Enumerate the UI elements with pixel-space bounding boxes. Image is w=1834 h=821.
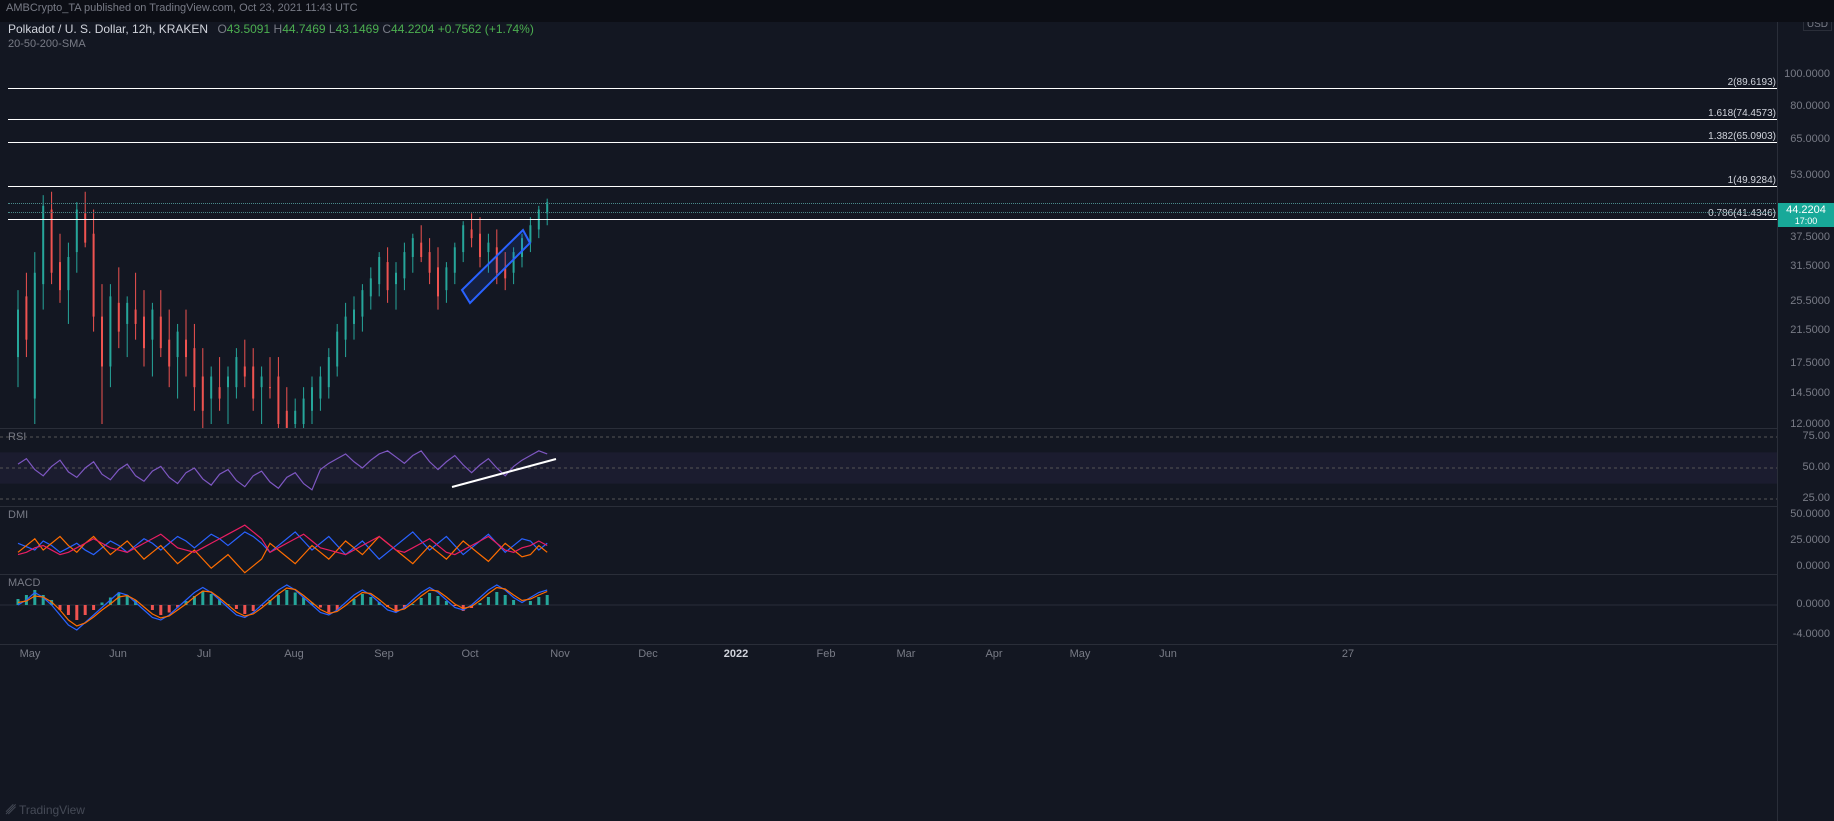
time-tick: Feb: [817, 648, 836, 660]
time-tick: 2022: [724, 648, 748, 660]
change-value: +0.7562: [438, 22, 482, 36]
price-dotted-line: [8, 203, 1778, 204]
time-tick: Oct: [461, 648, 478, 660]
sma-indicator-label[interactable]: 20-50-200-SMA: [8, 38, 86, 50]
fib-line: 1.618(74.4573): [8, 119, 1778, 120]
time-tick: Nov: [550, 648, 570, 660]
price-tick: 80.0000: [1790, 100, 1830, 112]
time-tick: May: [20, 648, 41, 660]
price-tick: 37.5000: [1790, 231, 1830, 243]
chart-container: AMBCrypto_TA published on TradingView.co…: [0, 0, 1834, 821]
time-axis[interactable]: May Jun Jul Aug Sep Oct Nov Dec 2022 Feb Mar Apr May…: [0, 644, 1778, 665]
time-tick: Dec: [638, 648, 658, 660]
price-tick: 17.5000: [1790, 357, 1830, 369]
open-value: 43.5091: [227, 22, 270, 36]
price-tick: 31.5000: [1790, 260, 1830, 272]
price-tick: 100.0000: [1784, 68, 1830, 80]
fib-label: 0.786(41.4346): [1708, 208, 1776, 219]
macd-svg: [0, 575, 1778, 645]
low-value: 43.1469: [336, 22, 379, 36]
publisher-header: AMBCrypto_TA published on TradingView.co…: [0, 0, 1834, 22]
fib-label: 1(49.9284): [1728, 175, 1776, 186]
rsi-pane[interactable]: RSI: [0, 428, 1778, 507]
high-value: 44.7469: [282, 22, 325, 36]
time-tick: Jun: [109, 648, 127, 660]
time-tick: Mar: [897, 648, 916, 660]
indicator-tick: 25.00: [1802, 492, 1830, 504]
symbol-info[interactable]: Polkadot / U. S. Dollar, 12h, KRAKEN O43…: [8, 22, 534, 36]
indicator-tick: 50.0000: [1790, 508, 1830, 520]
price-axis[interactable]: USD 100.000080.000065.000053.000037.5000…: [1777, 0, 1834, 821]
change-pct: +1.74%: [489, 22, 530, 36]
fib-label: 2(89.6193): [1728, 77, 1776, 88]
price-tick: 14.5000: [1790, 387, 1830, 399]
dmi-svg: [0, 507, 1778, 575]
time-tick: May: [1070, 648, 1091, 660]
price-dotted-line: [8, 212, 1778, 213]
publisher-text: AMBCrypto_TA published on TradingView.co…: [6, 2, 358, 14]
price-tick: 21.5000: [1790, 324, 1830, 336]
price-tick: 53.0000: [1790, 169, 1830, 181]
fib-label: 1.382(65.0903): [1708, 131, 1776, 142]
time-tick: Sep: [374, 648, 394, 660]
indicator-tick: 25.0000: [1790, 534, 1830, 546]
indicator-tick: 75.00: [1802, 430, 1830, 442]
price-tick: 12.0000: [1790, 418, 1830, 430]
price-tick: 25.5000: [1790, 295, 1830, 307]
indicator-tick: -4.0000: [1793, 628, 1830, 640]
candles-svg: [0, 18, 1778, 428]
ohlc-values: O43.5091 H44.7469 L43.1469 C44.2204 +0.7…: [217, 22, 533, 36]
close-value: 44.2204: [391, 22, 434, 36]
watermark-text: TradingView: [19, 803, 85, 817]
current-price-badge: 44.220417:00: [1778, 203, 1834, 227]
price-pane[interactable]: 2(89.6193) 1.618(74.4573) 1.382(65.0903) 1(…: [0, 18, 1778, 428]
time-tick: Jul: [197, 648, 211, 660]
rsi-svg: [0, 429, 1778, 507]
time-tick: Jun: [1159, 648, 1177, 660]
indicator-tick: 50.00: [1802, 461, 1830, 473]
fib-label: 1.618(74.4573): [1708, 108, 1776, 119]
symbol-title: Polkadot / U. S. Dollar, 12h, KRAKEN: [8, 22, 208, 36]
macd-pane[interactable]: MACD: [0, 574, 1778, 645]
fib-line: 0.786(41.4346): [8, 219, 1778, 220]
dmi-pane[interactable]: DMI: [0, 506, 1778, 575]
indicator-tick: 0.0000: [1796, 598, 1830, 610]
time-tick: 27: [1342, 648, 1354, 660]
price-tick: 65.0000: [1790, 133, 1830, 145]
fib-line: 1.382(65.0903): [8, 142, 1778, 143]
fib-line: 2(89.6193): [8, 88, 1778, 89]
time-tick: Aug: [284, 648, 304, 660]
watermark: ␥ TradingView: [6, 803, 85, 818]
time-tick: Apr: [985, 648, 1002, 660]
indicator-tick: 0.0000: [1796, 560, 1830, 572]
fib-line: 1(49.9284): [8, 186, 1778, 187]
